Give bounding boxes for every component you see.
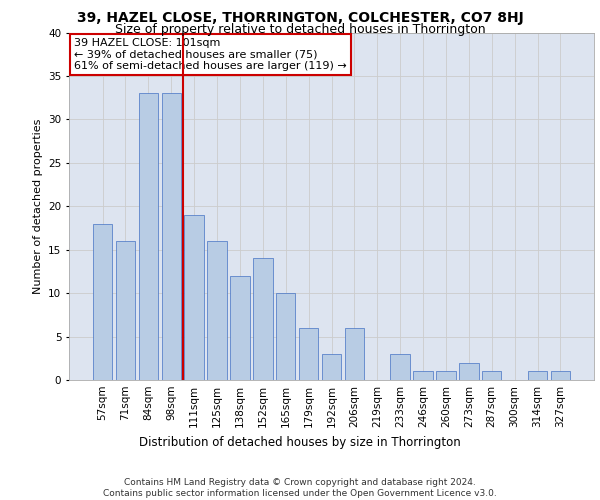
Text: Size of property relative to detached houses in Thorrington: Size of property relative to detached ho…	[115, 22, 485, 36]
Bar	[459, 362, 479, 380]
Bar	[413, 372, 433, 380]
Text: Contains HM Land Registry data © Crown copyright and database right 2024.
Contai: Contains HM Land Registry data © Crown c…	[103, 478, 497, 498]
Bar	[344, 328, 364, 380]
Bar	[230, 276, 250, 380]
Bar	[139, 94, 158, 380]
Text: Distribution of detached houses by size in Thorrington: Distribution of detached houses by size …	[139, 436, 461, 449]
Bar	[299, 328, 319, 380]
Bar	[93, 224, 112, 380]
Bar	[322, 354, 341, 380]
Bar	[276, 293, 295, 380]
Bar	[436, 372, 455, 380]
Bar	[208, 241, 227, 380]
Bar	[391, 354, 410, 380]
Bar	[184, 215, 204, 380]
Bar	[161, 94, 181, 380]
Bar	[528, 372, 547, 380]
Bar	[551, 372, 570, 380]
Y-axis label: Number of detached properties: Number of detached properties	[32, 118, 43, 294]
Bar	[116, 241, 135, 380]
Bar	[253, 258, 272, 380]
Text: 39 HAZEL CLOSE: 101sqm
← 39% of detached houses are smaller (75)
61% of semi-det: 39 HAZEL CLOSE: 101sqm ← 39% of detached…	[74, 38, 347, 71]
Text: 39, HAZEL CLOSE, THORRINGTON, COLCHESTER, CO7 8HJ: 39, HAZEL CLOSE, THORRINGTON, COLCHESTER…	[77, 11, 523, 25]
Bar	[482, 372, 502, 380]
